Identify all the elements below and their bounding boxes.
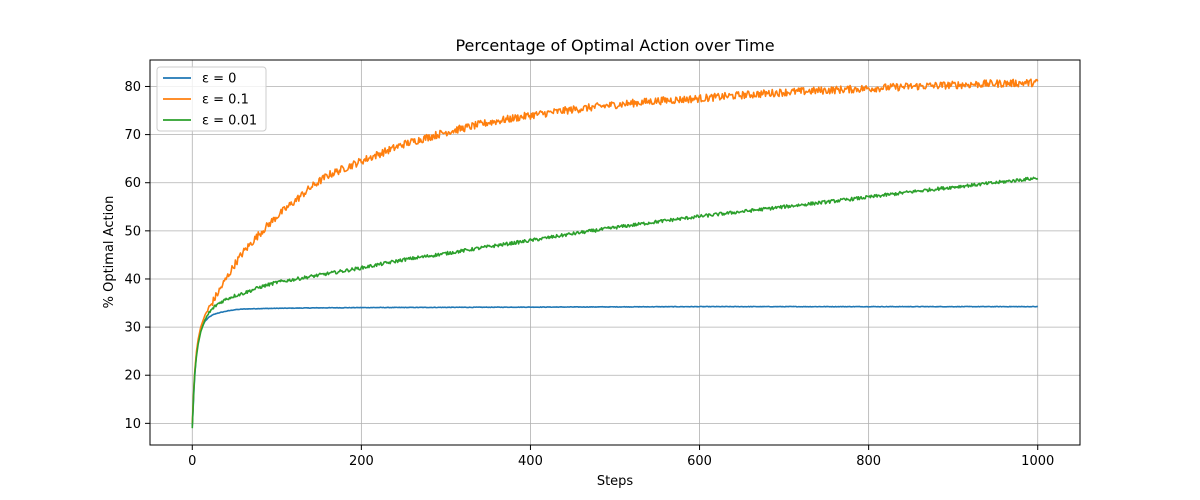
legend-label: ε = 0 [202, 72, 236, 87]
series-line-1 [191, 78, 1039, 424]
x-tick-label: 0 [188, 454, 196, 469]
legend-box [156, 66, 267, 132]
x-axis-label: Steps [597, 474, 634, 489]
series-line-2 [191, 176, 1039, 429]
y-axis-label: % Optimal Action [102, 196, 117, 309]
x-axis-ticks: 0 200 400 600 800 1000 [188, 445, 1054, 469]
y-tick-label: 40 [124, 272, 141, 287]
y-tick-label: 10 [124, 417, 141, 432]
y-axis-ticks: 10 20 30 40 50 60 70 80 [124, 80, 150, 432]
legend: ε = 0 ε = 0.1 ε = 0.01 [156, 66, 267, 132]
x-tick-label: 200 [349, 454, 374, 469]
x-tick-label: 800 [856, 454, 881, 469]
series-line-0 [191, 305, 1038, 426]
x-tick-label: 600 [687, 454, 712, 469]
y-tick-label: 20 [124, 369, 141, 384]
legend-label: ε = 0.1 [202, 93, 249, 108]
plot-lines [191, 78, 1039, 429]
x-tick-label: 400 [518, 454, 543, 469]
y-tick-label: 60 [124, 176, 141, 191]
chart-title: Percentage of Optimal Action over Time [455, 36, 774, 55]
y-tick-label: 70 [124, 128, 141, 143]
x-tick-label: 1000 [1021, 454, 1054, 469]
legend-label: ε = 0.01 [202, 114, 257, 129]
y-tick-label: 80 [124, 80, 141, 95]
plot-frame [149, 59, 1081, 446]
grid [150, 60, 1080, 445]
y-tick-label: 30 [124, 321, 141, 336]
y-tick-label: 50 [124, 224, 141, 239]
